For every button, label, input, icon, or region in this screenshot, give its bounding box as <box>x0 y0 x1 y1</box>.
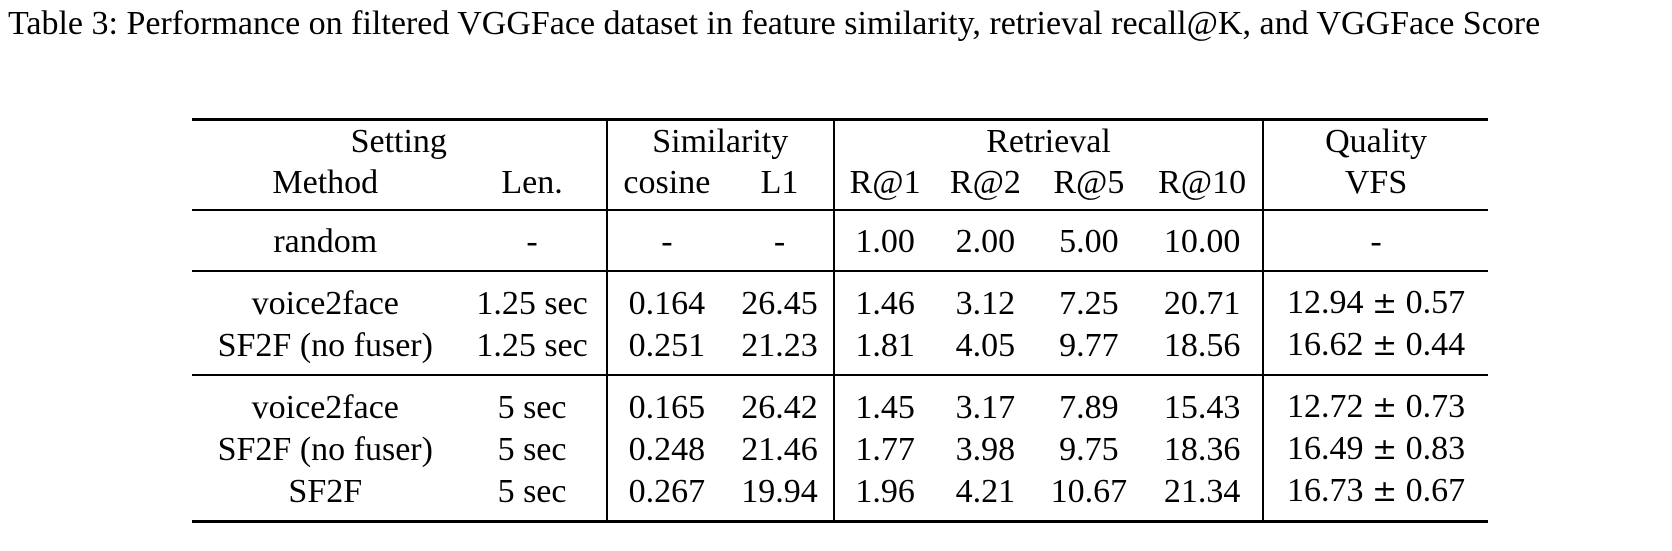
cell-r10: 20.71 <box>1142 270 1265 324</box>
cell-cosine: 0.165 <box>606 374 727 428</box>
col-r5: R@5 <box>1053 164 1125 201</box>
cell-r2: 2.00 <box>935 209 1036 271</box>
plus-minus-sign: ± <box>1371 286 1398 321</box>
vfs-std: 0.73 <box>1405 388 1466 425</box>
cell-method: SF2F <box>192 470 459 523</box>
cell-r1: 1.46 <box>833 270 936 324</box>
cell-len: 5 sec <box>458 428 608 470</box>
cell-cosine: 0.267 <box>606 470 727 523</box>
table-row: SF2F (no fuser) 1.25 sec 0.251 21.23 1.8… <box>192 324 1488 375</box>
cell-vfs: 12.94 ± 0.57 <box>1263 270 1488 324</box>
table-row: SF2F 5 sec 0.267 19.94 1.96 4.21 10.67 2… <box>192 470 1488 523</box>
plus-minus-sign: ± <box>1371 328 1398 363</box>
vfs-std: 0.57 <box>1405 284 1466 321</box>
cell-r5: 9.77 <box>1059 326 1119 364</box>
table-row: SF2F (no fuser) 5 sec 0.248 21.46 1.77 3… <box>192 428 1488 470</box>
table-header-groups: Setting Similarity Retrieval Quality <box>192 118 1488 162</box>
cell-vfs: 16.62 ± 0.44 <box>1263 324 1488 375</box>
cell-r1: 1.81 <box>855 326 915 364</box>
cell-r1: 1.45 <box>833 374 936 428</box>
cell-cosine: 0.248 <box>628 430 706 468</box>
vfs-mean: 12.72 <box>1286 388 1364 425</box>
col-r2: R@2 <box>949 164 1021 201</box>
cell-r10: 15.43 <box>1142 374 1265 428</box>
group-retrieval: Retrieval <box>833 118 1265 162</box>
cell-r5: 7.25 <box>1035 270 1143 324</box>
cell-r2: 4.21 <box>935 470 1036 523</box>
cell-r10: 21.34 <box>1142 470 1265 523</box>
table-row: voice2face 5 sec 0.165 26.42 1.45 3.17 7… <box>192 374 1488 428</box>
col-method: Method <box>272 164 379 201</box>
col-cosine: cosine <box>623 164 711 201</box>
vfs-mean: 16.49 <box>1286 430 1364 467</box>
cell-method: random <box>192 209 459 271</box>
vfs-mean: 16.73 <box>1286 472 1364 509</box>
vfs-mean: 12.94 <box>1286 284 1364 321</box>
plus-minus-sign: ± <box>1371 390 1398 425</box>
cell-len: 1.25 sec <box>458 270 608 324</box>
col-r10: R@10 <box>1142 162 1265 210</box>
table-row: random - - - 1.00 2.00 5.00 10.00 - <box>192 209 1488 271</box>
table-caption: Table 3: Performance on filtered VGGFace… <box>8 5 1541 42</box>
group-quality: Quality <box>1263 118 1488 162</box>
col-l1: L1 <box>726 162 835 210</box>
cell-method: voice2face <box>192 374 459 428</box>
group-setting: Setting <box>192 118 608 162</box>
cell-r5: 10.67 <box>1035 470 1143 523</box>
cell-r2: 4.05 <box>955 326 1016 364</box>
cell-method: voice2face <box>192 270 459 324</box>
table-header-columns: Method Len. cosine L1 R@1 R@2 R@5 R@10 V… <box>192 162 1488 210</box>
cell-l1: 21.23 <box>726 324 835 375</box>
col-vfs: VFS <box>1344 164 1408 201</box>
cell-l1: 21.46 <box>726 428 835 470</box>
plus-minus-sign: ± <box>1371 432 1398 467</box>
cell-r1: 1.77 <box>855 430 915 468</box>
cell-r2: 3.12 <box>935 270 1036 324</box>
vfs-std: 0.67 <box>1405 472 1466 509</box>
cell-l1: 26.45 <box>726 270 835 324</box>
cell-cosine: 0.164 <box>606 270 727 324</box>
plus-minus-sign: ± <box>1371 474 1398 509</box>
vfs-std: 0.83 <box>1405 430 1466 467</box>
col-r1: R@1 <box>849 164 921 201</box>
cell-r1: 1.00 <box>833 209 936 271</box>
cell-r2: 3.98 <box>955 430 1016 468</box>
cell-r10: 18.36 <box>1142 428 1265 470</box>
cell-l1: 19.94 <box>726 470 835 523</box>
cell-cosine: - <box>606 209 727 271</box>
cell-vfs: 12.72 ± 0.73 <box>1263 374 1488 428</box>
vfs-mean: 16.62 <box>1286 326 1364 363</box>
cell-method: SF2F (no fuser) <box>217 326 433 364</box>
results-table: Setting Similarity Retrieval Quality Met… <box>192 118 1488 523</box>
cell-r5: 5.00 <box>1035 209 1143 271</box>
cell-len: 1.25 sec <box>458 324 608 375</box>
cell-r10: 10.00 <box>1142 209 1265 271</box>
table-row: voice2face 1.25 sec 0.164 26.45 1.46 3.1… <box>192 270 1488 324</box>
col-len: Len. <box>458 162 608 210</box>
cell-len: 5 sec <box>458 374 608 428</box>
cell-r5: 7.89 <box>1035 374 1143 428</box>
vfs-std: 0.44 <box>1405 326 1466 363</box>
cell-r5: 9.75 <box>1059 430 1119 468</box>
cell-cosine: 0.251 <box>628 326 706 364</box>
cell-r2: 3.17 <box>935 374 1036 428</box>
cell-vfs: - <box>1263 209 1488 271</box>
cell-method: SF2F (no fuser) <box>217 430 433 468</box>
cell-l1: 26.42 <box>726 374 835 428</box>
vfs-mean: - <box>1370 223 1382 260</box>
cell-l1: - <box>726 209 835 271</box>
cell-r10: 18.56 <box>1142 324 1265 375</box>
cell-r1: 1.96 <box>833 470 936 523</box>
cell-len: - <box>458 209 608 271</box>
cell-len: 5 sec <box>458 470 608 523</box>
cell-vfs: 16.73 ± 0.67 <box>1263 470 1488 523</box>
cell-vfs: 16.49 ± 0.83 <box>1263 428 1488 470</box>
group-similarity: Similarity <box>606 118 835 162</box>
